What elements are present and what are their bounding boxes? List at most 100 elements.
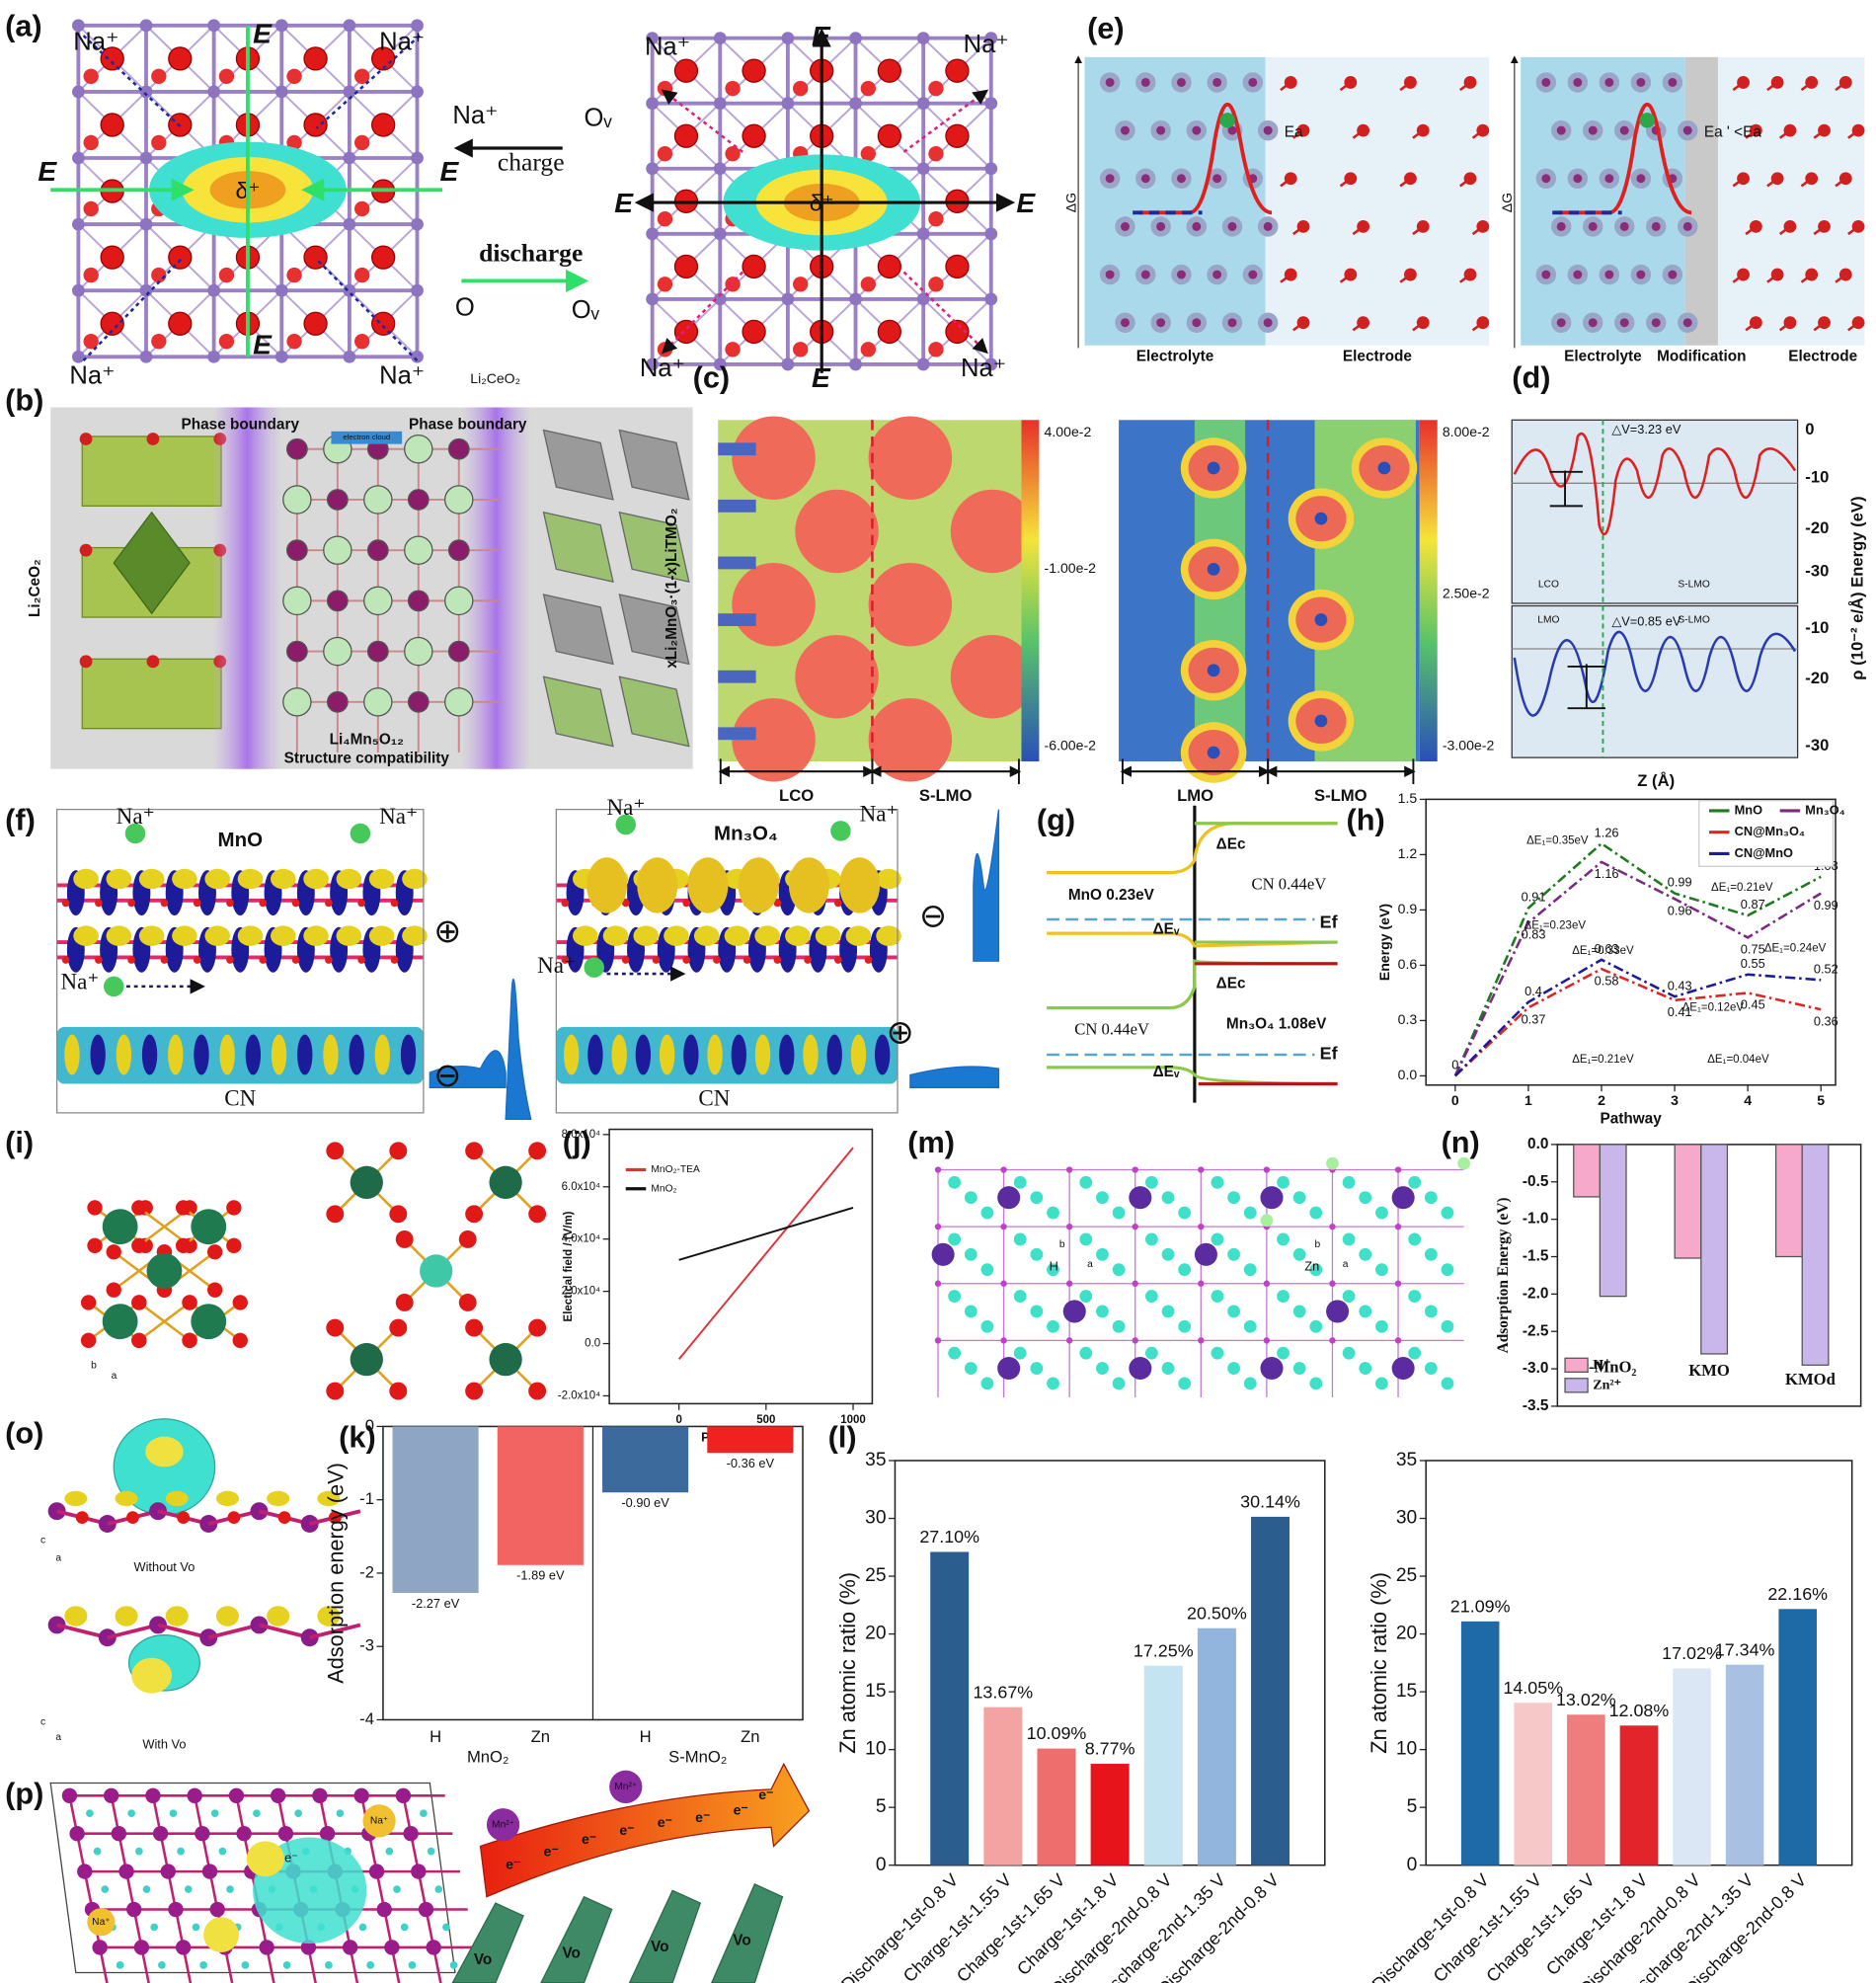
atom (218, 1847, 227, 1856)
atom (389, 1318, 408, 1337)
x-tick-label: 2 (1598, 1092, 1605, 1108)
plot-frame (608, 1128, 874, 1405)
label: MnO (218, 829, 264, 851)
bond (1732, 274, 1745, 283)
atom (1212, 174, 1222, 184)
atom (1112, 1319, 1126, 1333)
label: -10 (1805, 468, 1829, 487)
y-tick-label: 15 (865, 1681, 886, 1702)
atom (389, 1205, 408, 1224)
y-tick-label: 0.0 (585, 1338, 600, 1350)
atom (621, 899, 630, 908)
blob (64, 1490, 88, 1507)
label: Na⁺ (92, 1917, 111, 1928)
blob (317, 1490, 341, 1507)
atom (1030, 1362, 1044, 1375)
bond (1847, 129, 1859, 139)
atom (1639, 113, 1655, 128)
label: -30 (1805, 561, 1829, 580)
atom (218, 267, 235, 283)
label: charge (498, 148, 565, 177)
y-tick-label: -2.5 (1523, 1322, 1549, 1339)
atom (259, 1940, 274, 1955)
bar (1197, 1627, 1236, 1865)
atom (371, 311, 396, 336)
x-tick-label: 3 (1671, 1092, 1679, 1108)
blob (131, 1657, 173, 1694)
atom (134, 1847, 143, 1856)
label: S-LMO (919, 786, 973, 805)
atom (1105, 174, 1115, 184)
atom (227, 1511, 241, 1525)
atom (182, 1332, 197, 1349)
label: Mn₃O₄ (714, 823, 778, 845)
blob (402, 925, 428, 946)
atom (1030, 1247, 1044, 1261)
label: a (1343, 1259, 1349, 1270)
atom (285, 437, 308, 460)
atom (997, 1357, 1021, 1381)
atom (325, 956, 333, 964)
atom (343, 85, 356, 99)
atom (95, 956, 103, 964)
bond (1459, 81, 1471, 92)
atom (528, 1142, 547, 1160)
atom (713, 357, 727, 371)
atom (1047, 1319, 1059, 1333)
atom (1342, 1175, 1356, 1189)
atom (209, 1901, 225, 1918)
y-tick-label: -2 (359, 1562, 374, 1581)
blob (602, 925, 629, 946)
atom (371, 245, 396, 270)
atom (1243, 1319, 1257, 1333)
panel-label: (o) (5, 1416, 43, 1451)
x-tick-label: 500 (756, 1414, 775, 1426)
shape (618, 429, 690, 501)
label: xLi₂MnO₃·(1-x)LiTMO₂ (664, 508, 680, 669)
shape (540, 1895, 613, 1983)
atom (1314, 512, 1328, 525)
y-tick-label: 2.0x10⁴ (562, 1286, 601, 1298)
atom (139, 19, 153, 33)
bond (1339, 274, 1352, 283)
y-tick-label: 35 (865, 1450, 886, 1470)
data-label: 0.37 (1522, 1012, 1546, 1027)
blob (683, 1034, 699, 1075)
atom (1424, 1191, 1438, 1205)
annotation: ΔE₁=0.21eV (1572, 1054, 1634, 1066)
atom (1374, 1206, 1388, 1220)
data-label: 0.87 (1741, 897, 1765, 912)
atom (1112, 1206, 1126, 1220)
atom (404, 636, 433, 667)
atom (1263, 1337, 1271, 1344)
blob (876, 868, 901, 890)
bond (1399, 177, 1412, 188)
bar (707, 1426, 794, 1454)
label: ΔG (1499, 193, 1515, 212)
bond (314, 257, 419, 362)
blob (586, 857, 628, 913)
shape (1558, 103, 1692, 215)
blob (815, 925, 841, 946)
bond (1766, 177, 1778, 188)
atom (1682, 318, 1692, 328)
atom (124, 823, 146, 844)
atom (83, 200, 99, 217)
atom (286, 68, 302, 84)
blob (874, 1034, 891, 1075)
bond (1292, 321, 1304, 332)
atom (1619, 318, 1629, 328)
label: -6.00e-2 (1045, 737, 1097, 753)
atom (131, 1332, 147, 1349)
y-axis-label: Adsorption energy (eV) (324, 1463, 349, 1684)
atom (1096, 1362, 1109, 1375)
bond (661, 89, 743, 153)
label: E (614, 188, 634, 218)
atom (366, 640, 389, 663)
panel-label: (j) (563, 1125, 591, 1159)
y-tick-label: 0 (1407, 1855, 1418, 1875)
blob (826, 1034, 842, 1075)
bond (1745, 129, 1758, 139)
atom (1329, 1337, 1336, 1344)
atom (83, 134, 99, 151)
